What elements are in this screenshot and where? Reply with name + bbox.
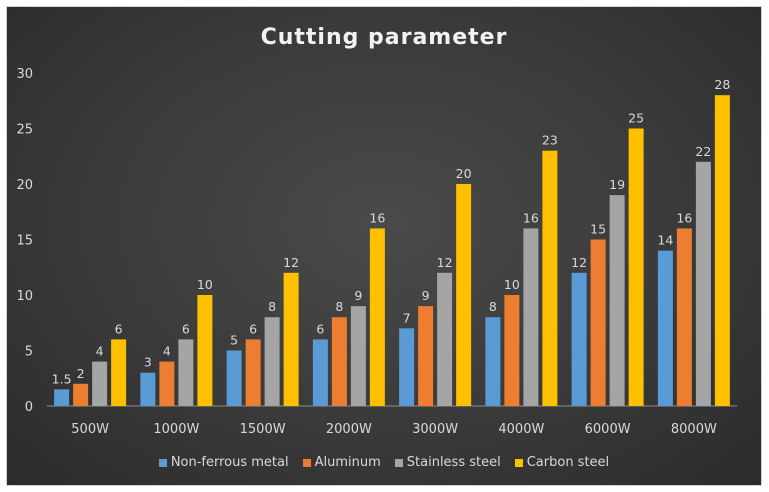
chart-legend: Non-ferrous metal Aluminum Stainless steel… — [7, 455, 761, 470]
data-label: 9 — [354, 288, 362, 303]
bar-carbon-steel — [111, 339, 127, 406]
x-tick-label: 1500W — [240, 422, 286, 437]
chart-area: Cutting parameter 0 5 10 15 20 25 30 1.5 2 4 6 500W… — [6, 6, 762, 486]
legend-item: Carbon steel — [514, 455, 610, 470]
data-label: 16 — [523, 210, 539, 225]
x-tick-label: 500W — [71, 422, 109, 437]
bar-carbon-steel — [714, 95, 730, 406]
data-label: 10 — [197, 277, 213, 292]
legend-swatch — [514, 458, 523, 467]
data-label: 8 — [489, 299, 497, 314]
bar-non-ferrous-metal — [312, 339, 328, 406]
bar-carbon-steel — [456, 184, 472, 406]
data-label: 5 — [230, 333, 238, 348]
bar-non-ferrous-metal — [140, 372, 156, 406]
y-tick-label: 15 — [16, 234, 33, 249]
data-label: 2 — [77, 366, 85, 381]
data-label: 7 — [403, 310, 411, 325]
data-label: 16 — [369, 210, 385, 225]
bar-aluminum — [504, 295, 520, 406]
data-label: 6 — [182, 321, 190, 336]
data-label: 1.5 — [52, 371, 72, 386]
x-tick-label: 3000W — [412, 422, 458, 437]
data-label: 3 — [144, 355, 152, 370]
x-tick-label: 2000W — [326, 422, 372, 437]
y-tick-label: 20 — [16, 178, 33, 193]
y-tick-label: 10 — [16, 289, 33, 304]
x-tick-label: 4000W — [498, 422, 544, 437]
data-label: 15 — [590, 222, 606, 237]
bar-non-ferrous-metal — [571, 272, 587, 406]
bar-non-ferrous-metal — [54, 389, 70, 406]
bar-stainless-steel — [523, 228, 539, 406]
data-label: 12 — [437, 255, 453, 270]
bar-aluminum — [245, 339, 261, 406]
data-label: 6 — [115, 321, 123, 336]
y-tick-label: 5 — [25, 345, 33, 360]
bar-carbon-steel — [197, 295, 213, 406]
data-label: 16 — [676, 210, 692, 225]
bar-stainless-steel — [92, 361, 108, 406]
data-label: 23 — [542, 133, 558, 148]
legend-swatch — [302, 458, 311, 467]
legend-label: Stainless steel — [406, 455, 501, 470]
data-label: 25 — [628, 111, 644, 126]
bar-aluminum — [676, 228, 692, 406]
bar-non-ferrous-metal — [399, 328, 415, 406]
bar-stainless-steel — [437, 272, 453, 406]
data-label: 14 — [657, 233, 673, 248]
data-label: 8 — [335, 299, 343, 314]
legend-swatch — [158, 458, 167, 467]
x-tick-label: 1000W — [153, 422, 199, 437]
legend-item: Non-ferrous metal — [158, 455, 289, 470]
bar-aluminum — [418, 306, 434, 406]
data-label: 12 — [571, 255, 587, 270]
legend-label: Carbon steel — [526, 455, 610, 470]
bar-carbon-steel — [542, 150, 558, 406]
bar-carbon-steel — [369, 228, 385, 406]
chart-title: Cutting parameter — [260, 25, 508, 50]
bar-stainless-steel — [350, 306, 366, 406]
data-label: 28 — [714, 77, 730, 92]
bar-non-ferrous-metal — [485, 317, 501, 406]
bar-aluminum — [331, 317, 347, 406]
y-tick-label: 0 — [25, 400, 33, 415]
bar-aluminum — [159, 361, 175, 406]
bar-stainless-steel — [178, 339, 194, 406]
data-label: 9 — [422, 288, 430, 303]
data-label: 8 — [268, 299, 276, 314]
data-label: 6 — [316, 321, 324, 336]
data-label: 22 — [695, 144, 711, 159]
bar-carbon-steel — [283, 272, 299, 406]
bar-non-ferrous-metal — [226, 350, 242, 406]
x-tick-label: 8000W — [671, 422, 717, 437]
legend-label: Non-ferrous metal — [170, 455, 289, 470]
data-label: 19 — [609, 177, 625, 192]
bar-carbon-steel — [628, 128, 644, 406]
bar-stainless-steel — [264, 317, 280, 406]
bar-aluminum — [73, 383, 89, 406]
data-label: 10 — [504, 277, 520, 292]
data-label: 12 — [283, 255, 299, 270]
x-tick-label: 6000W — [585, 422, 631, 437]
data-label: 20 — [456, 166, 472, 181]
bar-stainless-steel — [695, 161, 711, 406]
bar-aluminum — [590, 239, 606, 406]
bar-stainless-steel — [609, 195, 625, 406]
legend-swatch — [394, 458, 403, 467]
data-label: 4 — [163, 344, 171, 359]
bar-non-ferrous-metal — [657, 250, 673, 406]
data-label: 4 — [96, 344, 104, 359]
legend-label: Aluminum — [314, 455, 381, 470]
legend-item: Aluminum — [302, 455, 381, 470]
legend-item: Stainless steel — [394, 455, 501, 470]
y-tick-label: 30 — [16, 67, 33, 82]
y-tick-label: 25 — [16, 123, 33, 138]
data-label: 6 — [249, 321, 257, 336]
